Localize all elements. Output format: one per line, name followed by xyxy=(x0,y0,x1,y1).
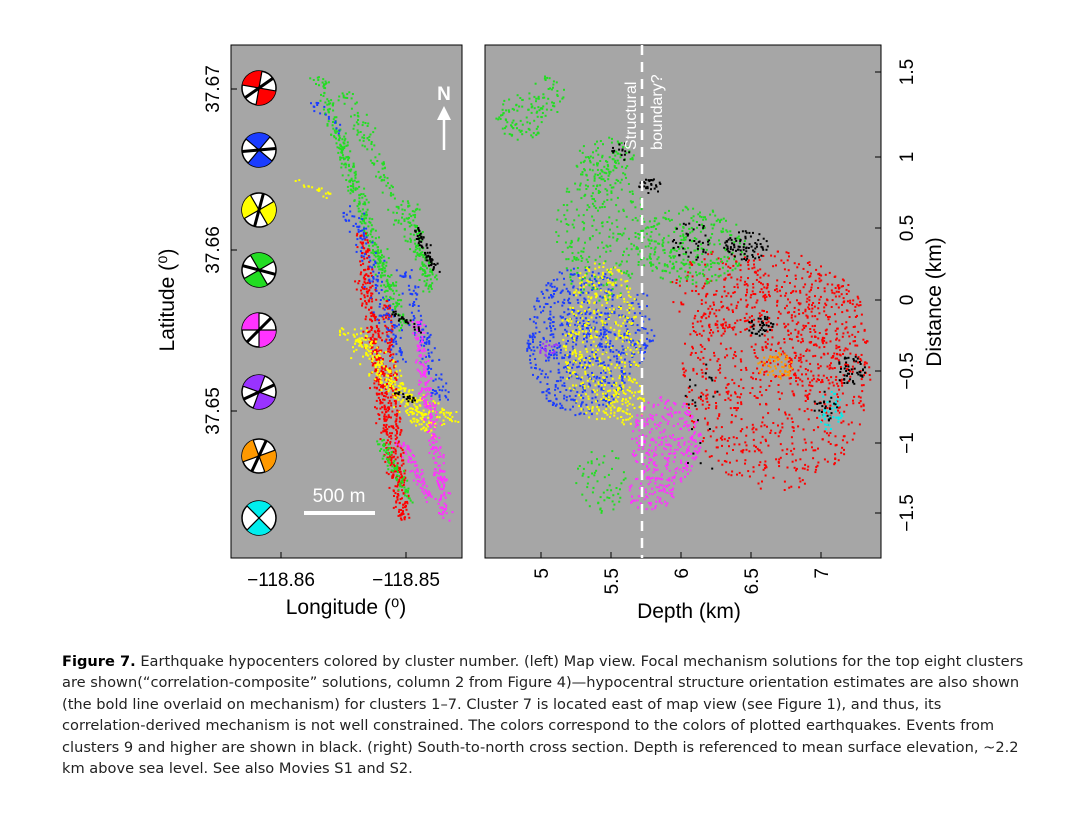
boundary-label-line2: boundary? xyxy=(649,74,666,150)
cross-section-plot-area xyxy=(484,44,882,559)
map-view-hypocenters xyxy=(294,76,460,522)
latitude-tick-label: 37.65 xyxy=(203,387,224,435)
distance-tick-label: −1.5 xyxy=(897,494,918,532)
figure-caption: Figure 7. Earthquake hypocenters colored… xyxy=(62,651,1027,779)
north-arrow: N xyxy=(437,84,451,150)
north-arrow-head xyxy=(437,106,451,120)
cross-section-axes: 5 5.5 6 6.5 7 1.5 1 0.5 0 −0.5 −1 −1.5 xyxy=(532,59,918,595)
map-view-panel: N 500 m −118.86 −118.85 37.67 37.66 37.65 Lo… xyxy=(156,44,463,619)
distance-tick-label: 1.5 xyxy=(897,59,918,85)
focal-mechanism xyxy=(241,438,277,474)
distance-tick-label: 0.5 xyxy=(897,215,918,241)
distance-tick-label: −1 xyxy=(897,432,918,454)
focal-mechanism xyxy=(241,374,277,410)
latitude-tick-label: 37.66 xyxy=(203,226,224,274)
focal-mechanism xyxy=(241,132,277,168)
caption-label: Figure 7. xyxy=(62,653,136,670)
focal-mechanism xyxy=(241,70,277,106)
figure-7: N 500 m −118.86 −118.85 37.67 37.66 37.65 Lo… xyxy=(156,44,946,623)
focal-mechanisms xyxy=(241,70,277,536)
depth-tick-label: 6.5 xyxy=(742,568,763,594)
latitude-tick-label: 37.67 xyxy=(203,65,224,113)
longitude-tick-label: −118.85 xyxy=(372,570,440,591)
distance-tick-label: 1 xyxy=(897,152,918,163)
focal-mechanism xyxy=(241,252,277,288)
boundary-label-line1: Structural xyxy=(623,82,640,150)
longitude-tick-label: −118.86 xyxy=(247,570,315,591)
focal-mechanism xyxy=(241,192,277,228)
distance-tick-label: 0 xyxy=(897,295,918,306)
cross-section-panel: Structural boundary? 5 5.5 6 6.5 7 1.5 1 0.5 0 −0… xyxy=(484,44,946,623)
map-view-plot-area xyxy=(230,44,463,559)
cross-section-hypocenters xyxy=(495,75,872,514)
caption-text: Earthquake hypocenters colored by cluste… xyxy=(62,653,1024,778)
focal-mechanism xyxy=(241,312,277,348)
depth-tick-label: 6 xyxy=(672,568,693,579)
distance-axis-label: Distance (km) xyxy=(923,237,946,367)
depth-tick-label: 5.5 xyxy=(602,568,623,594)
scale-bar: 500 m xyxy=(304,486,375,515)
focal-mechanism xyxy=(241,500,277,536)
depth-tick-label: 7 xyxy=(812,568,833,579)
north-label: N xyxy=(437,84,451,105)
distance-tick-label: −0.5 xyxy=(897,352,918,390)
latitude-axis-label: Latitude (⁰) xyxy=(156,249,179,352)
depth-axis-label: Depth (km) xyxy=(637,600,741,623)
map-view-axes: −118.86 −118.85 37.67 37.66 37.65 xyxy=(203,65,440,591)
scale-bar-label: 500 m xyxy=(313,486,366,507)
longitude-axis-label: Longitude (⁰) xyxy=(286,596,407,619)
depth-tick-label: 5 xyxy=(532,568,553,579)
